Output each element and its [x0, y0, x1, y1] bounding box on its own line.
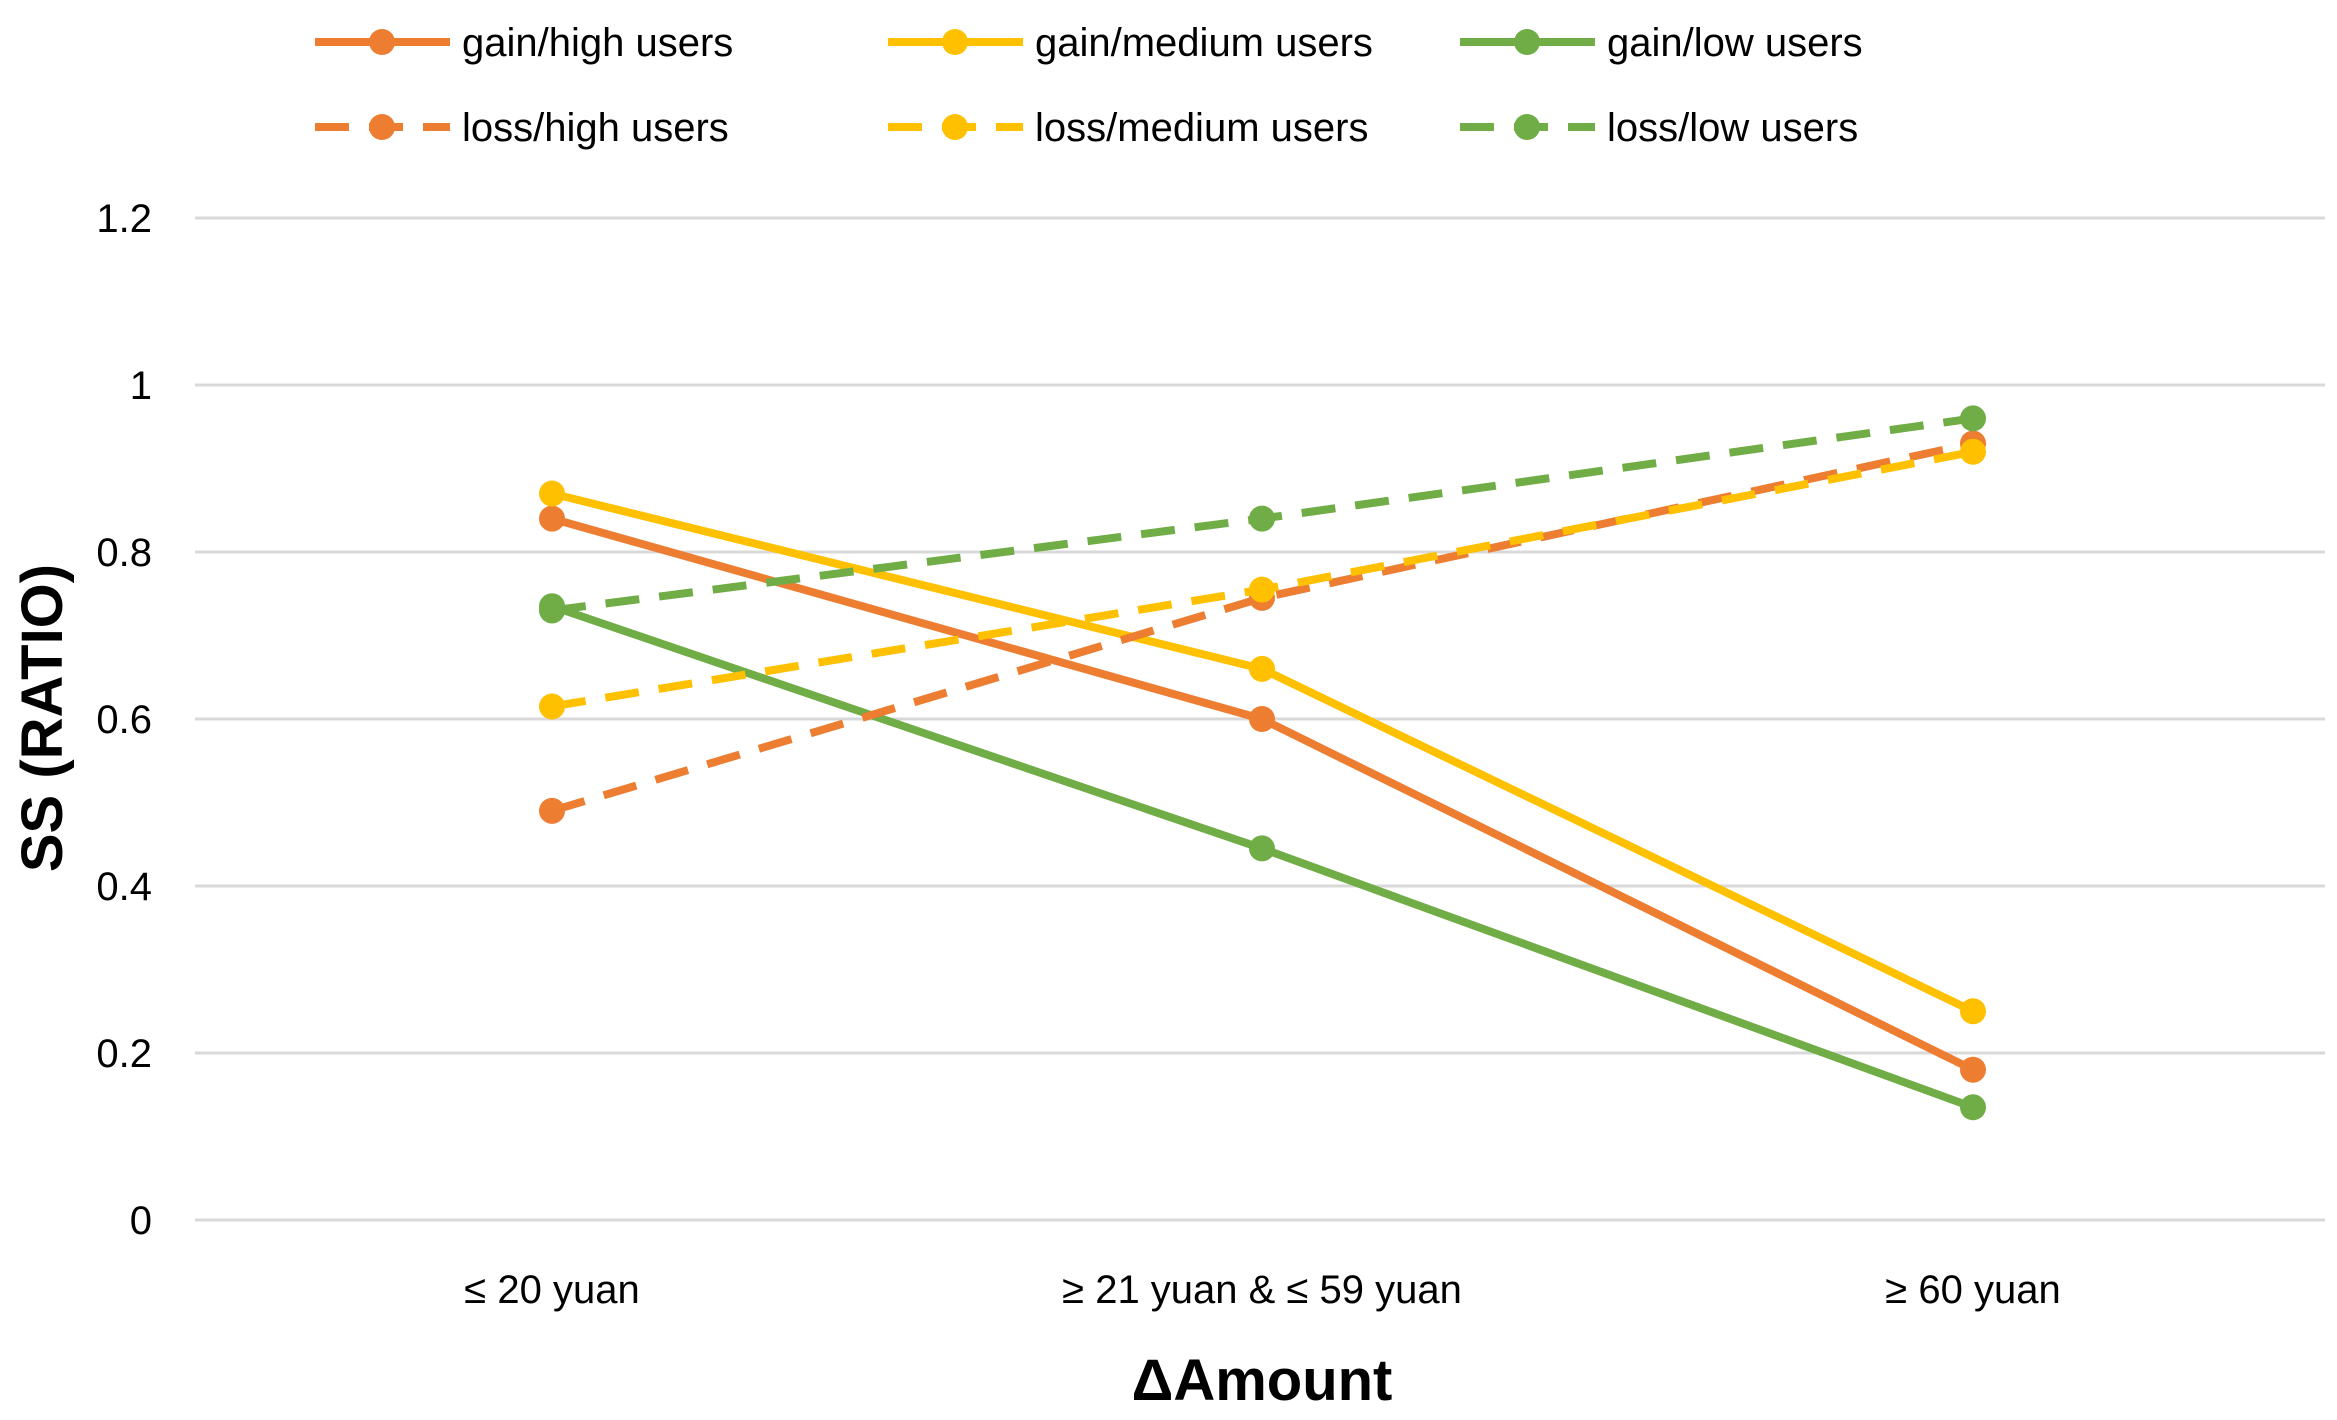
legend-label: gain/low users	[1607, 21, 1863, 65]
data-point	[1249, 505, 1275, 532]
data-point	[1249, 576, 1275, 603]
legend-item: gain/medium users	[888, 21, 1373, 65]
data-point	[1249, 835, 1275, 862]
data-point	[1960, 1056, 1986, 1083]
legend-item: loss/high users	[315, 106, 729, 150]
legend-label: loss/medium users	[1035, 106, 1368, 150]
data-point	[1960, 998, 1986, 1025]
x-tick-label: ≥ 21 yuan & ≤ 59 yuan	[1062, 1268, 1462, 1312]
legend-marker	[1514, 114, 1540, 140]
x-tick-label: ≤ 20 yuan	[464, 1268, 639, 1312]
legend-label: gain/high users	[462, 21, 733, 65]
legend-marker	[369, 114, 395, 140]
data-point	[1249, 706, 1275, 732]
series-loss-low-users	[539, 405, 1986, 624]
data-point	[539, 505, 565, 532]
data-point	[1960, 1094, 1986, 1121]
y-tick-label: 1.2	[96, 197, 152, 241]
series-line	[550, 439, 1974, 815]
series-group	[539, 405, 1986, 1121]
data-point	[1960, 438, 1986, 465]
legend: gain/high users gain/medium users gain/low…	[315, 21, 1863, 150]
legend-marker	[369, 29, 395, 55]
legend-marker	[942, 114, 968, 140]
data-point	[539, 693, 565, 720]
y-tick-label: 0.4	[96, 865, 152, 909]
series-gain-high-users	[539, 505, 1986, 1083]
data-point	[539, 480, 565, 507]
y-tick-label: 0.6	[96, 698, 152, 742]
data-point	[539, 797, 565, 824]
legend-item: gain/low users	[1460, 21, 1863, 65]
y-axis-ticks: 0 0.2 0.4 0.6 0.8 1 1.2	[96, 197, 152, 1243]
data-point	[1960, 405, 1986, 432]
legend-marker	[1514, 29, 1540, 55]
legend-item: loss/low users	[1460, 106, 1858, 150]
legend-item: loss/medium users	[888, 106, 1368, 150]
legend-marker	[942, 29, 968, 55]
x-axis-title: ΔAmount	[1132, 1348, 1393, 1413]
x-axis-ticks: ≤ 20 yuan ≥ 21 yuan & ≤ 59 yuan ≥ 60 yuan	[464, 1268, 2060, 1312]
series-loss-high-users	[539, 430, 1986, 824]
y-tick-label: 0	[130, 1199, 152, 1243]
y-tick-label: 0.2	[96, 1032, 152, 1076]
legend-item: gain/high users	[315, 21, 733, 65]
data-point	[539, 597, 565, 624]
legend-label: loss/low users	[1607, 106, 1858, 150]
data-point	[1249, 655, 1275, 682]
y-axis-title: SS (RATIO)	[10, 564, 75, 872]
series-loss-medium-users	[539, 438, 1986, 720]
y-tick-label: 1	[130, 364, 152, 408]
x-tick-label: ≥ 60 yuan	[1885, 1268, 2060, 1312]
y-tick-label: 0.8	[96, 531, 152, 575]
legend-label: loss/high users	[462, 106, 729, 150]
legend-label: gain/medium users	[1035, 21, 1373, 65]
series-line	[551, 489, 1975, 1015]
series-gain-medium-users	[539, 480, 1986, 1025]
